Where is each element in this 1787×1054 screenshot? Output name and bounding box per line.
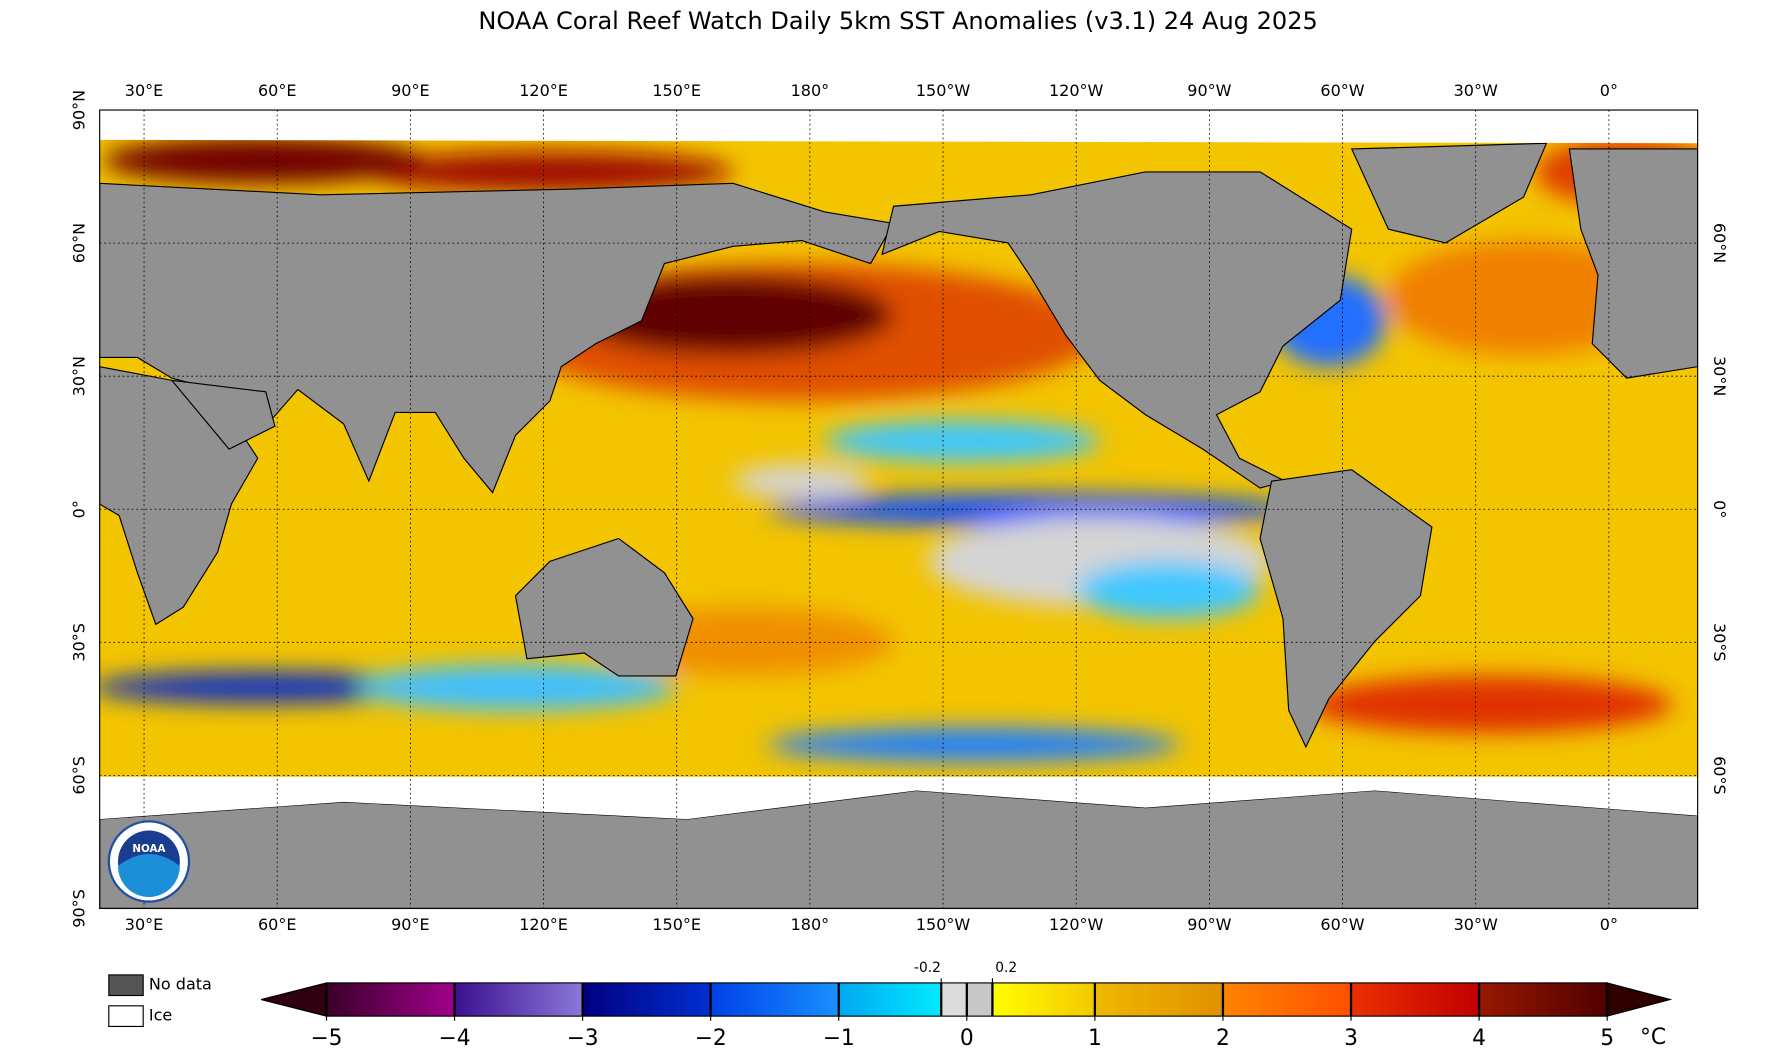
lat-label-left: 90°N	[70, 90, 89, 130]
lat-label-left: 30°N	[70, 356, 89, 396]
colorbar-over	[1606, 982, 1673, 1017]
colorbar-segment	[1094, 982, 1223, 1017]
lon-label-bottom: 120°W	[1049, 915, 1104, 934]
lon-label-bottom: 30°W	[1454, 915, 1498, 934]
colorbar-tick-label: 5	[1600, 1026, 1614, 1051]
lon-label-bottom: 0°	[1600, 915, 1618, 934]
lon-label-bottom: 60°E	[258, 915, 297, 934]
colorbar-under	[261, 982, 328, 1017]
colorbar-minor-label: -0.2	[914, 960, 941, 976]
land	[99, 142, 1698, 909]
lon-label-top: 0°	[1600, 81, 1618, 100]
lon-label-bottom: 180°	[791, 915, 830, 934]
colorbar-segment	[966, 982, 993, 1017]
lat-label-right: 30°S	[1710, 623, 1729, 662]
logo-text: NOAA	[132, 843, 165, 855]
legend-swatch	[108, 1005, 144, 1028]
lon-label-top: 30°E	[125, 81, 164, 100]
lat-label-left: 30°S	[70, 623, 89, 662]
lat-label-left: 0°	[70, 500, 89, 518]
lon-label-top: 120°W	[1049, 81, 1104, 100]
lat-label-right: 0°	[1710, 500, 1729, 518]
lon-label-top: 150°W	[916, 81, 971, 100]
lon-label-top: 60°E	[258, 81, 297, 100]
colorbar-segment	[838, 982, 942, 1017]
legend-label: No data	[149, 975, 212, 994]
colorbar-tick-label: −5	[310, 1026, 342, 1051]
colorbar-tick-label: 0	[960, 1026, 974, 1051]
lon-label-bottom: 60°W	[1320, 915, 1364, 934]
lon-label-top: 30°W	[1454, 81, 1498, 100]
logo: NOAA	[107, 820, 191, 903]
lon-label-bottom: 90°E	[391, 915, 430, 934]
lon-label-top: 90°E	[391, 81, 430, 100]
colorbar-segment	[1479, 982, 1608, 1017]
lat-label-right: 60°N	[1710, 223, 1729, 263]
colorbar-tick-label: −2	[695, 1026, 727, 1051]
ice	[99, 776, 1698, 820]
colorbar-tick-label: 2	[1216, 1026, 1230, 1051]
colorbar-segment	[1222, 982, 1352, 1017]
colorbar-segment	[941, 982, 967, 1017]
colorbar-tick-label: 3	[1344, 1026, 1358, 1051]
lat-label-left: 60°N	[70, 223, 89, 263]
colorbar-tick-label: 4	[1472, 1026, 1486, 1051]
lat-label-left: 60°S	[70, 756, 89, 795]
legend-swatch	[108, 974, 144, 997]
lon-label-bottom: 150°E	[652, 915, 701, 934]
lon-label-bottom: 30°E	[125, 915, 164, 934]
map-title: NOAA Coral Reef Watch Daily 5km SST Anom…	[478, 7, 1317, 35]
colorbar-tick-label: −3	[567, 1026, 599, 1051]
colorbar-unit: °C	[1640, 1025, 1666, 1050]
colorbar-minor-label: 0.2	[995, 960, 1017, 976]
lat-label-left: 90°S	[70, 889, 89, 928]
map-frame	[99, 109, 1699, 910]
lon-label-bottom: 120°E	[519, 915, 568, 934]
legend-label: Ice	[149, 1006, 172, 1025]
lon-label-bottom: 90°W	[1187, 915, 1231, 934]
colorbar-tick-label: 1	[1088, 1026, 1102, 1051]
colorbar-segment	[1351, 982, 1480, 1017]
lon-label-top: 150°E	[652, 81, 701, 100]
colorbar-segment	[326, 982, 455, 1017]
colorbar-segment	[992, 982, 1095, 1017]
lat-label-right: 60°S	[1710, 756, 1729, 795]
colorbar-tick-label: −1	[823, 1026, 855, 1051]
lon-label-top: 90°W	[1187, 81, 1231, 100]
colorbar-segment	[710, 982, 839, 1017]
lon-label-top: 60°W	[1320, 81, 1364, 100]
colorbar-segment	[582, 982, 711, 1017]
colorbar-tick-label: −4	[439, 1026, 471, 1051]
sst-map	[99, 110, 1698, 909]
colorbar-segment	[454, 982, 583, 1017]
lat-label-right: 30°N	[1710, 356, 1729, 396]
lon-label-bottom: 150°W	[916, 915, 971, 934]
lon-label-top: 180°	[791, 81, 830, 100]
ice	[99, 110, 1698, 144]
lon-label-top: 120°E	[519, 81, 568, 100]
